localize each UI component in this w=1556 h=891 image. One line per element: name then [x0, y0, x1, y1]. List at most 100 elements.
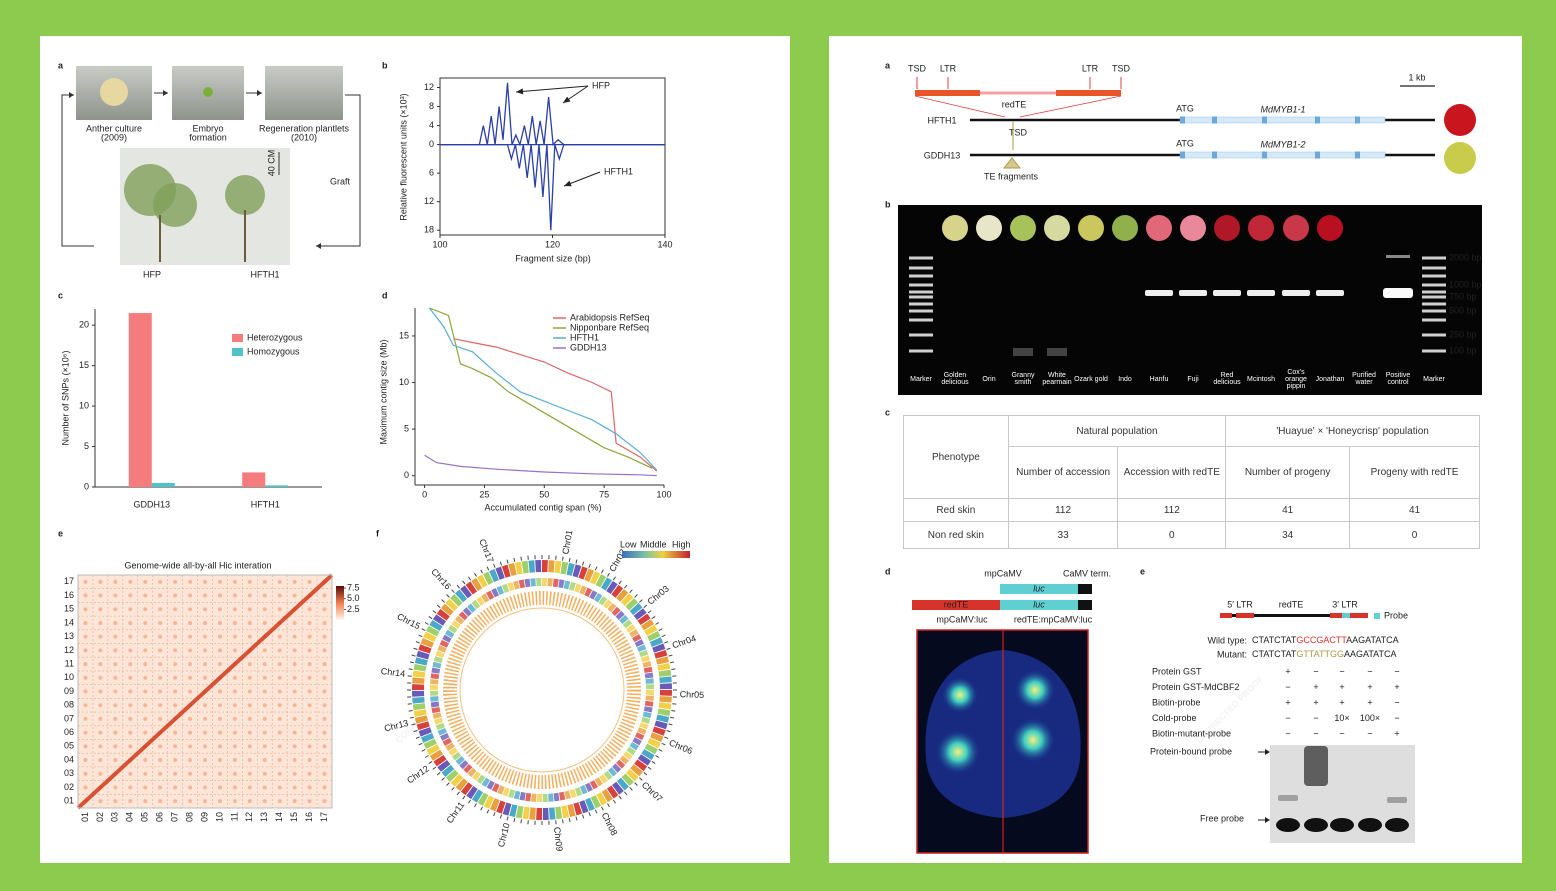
ring-segment [589, 590, 598, 600]
ring-segment [626, 746, 636, 756]
heatmap-spot [98, 607, 103, 612]
heatmap-spot [83, 758, 88, 763]
ring-segment [466, 785, 478, 800]
x-axis-label: Accumulated contig span (%) [484, 502, 601, 512]
lane-mark: − [1313, 666, 1318, 676]
ring-segment [639, 649, 649, 658]
ring-segment [459, 760, 469, 770]
heatmap-spot [158, 593, 163, 598]
ladder-band [1422, 290, 1446, 294]
heatmap-spot [262, 593, 267, 598]
sequence-part: AAGATATCA [1344, 649, 1397, 659]
ring-segment [579, 585, 587, 595]
graft-label: Graft [330, 176, 351, 186]
heatmap-spot [143, 579, 148, 584]
lane-mark: − [1367, 728, 1372, 738]
y-tick-label: 4 [429, 120, 434, 130]
heatmap-spot [232, 689, 237, 694]
ring-segment [650, 732, 664, 743]
heatmap-spot [292, 634, 297, 639]
ring-segment [522, 806, 530, 820]
ring-segment [458, 611, 468, 621]
panel-letter: f [376, 528, 380, 538]
band [1213, 290, 1241, 296]
heatmap-spot [247, 607, 252, 612]
outer-tick [520, 819, 523, 824]
ring-segment [643, 706, 653, 713]
ring-segment [430, 701, 440, 708]
outer-tick [451, 589, 455, 593]
ladder-band [1422, 266, 1446, 270]
heatmap-spot [203, 730, 207, 735]
ring-segment [460, 782, 473, 796]
apple [942, 215, 968, 241]
heatmap-spot [113, 607, 118, 612]
scale-label: 40 CM [266, 150, 276, 177]
heatmap-spot [203, 703, 207, 708]
x-tick-label: 50 [539, 489, 549, 499]
heatmap-spot [188, 648, 193, 653]
band [1383, 288, 1413, 298]
heatmap-spot [322, 758, 327, 763]
ring-segment [564, 790, 571, 800]
ring-segment [654, 649, 668, 659]
ltr-box [1056, 90, 1121, 96]
signal-spot [936, 730, 980, 774]
ring-segment [476, 574, 488, 588]
bar [265, 485, 289, 487]
outer-tick [474, 803, 477, 808]
outer-tick [588, 812, 591, 817]
heatmap-spot [292, 662, 297, 667]
ring-segment [649, 637, 664, 647]
x-tick-label: 12 [244, 812, 254, 822]
heatmap-spot [143, 771, 148, 776]
plant-label: HFTH1 [251, 269, 280, 279]
heatmap-spot [113, 785, 118, 790]
ring-segment [489, 568, 499, 583]
sequence: CTATCTATGCCGACTTAAGATATCA [1252, 635, 1399, 645]
heatmap-spot [277, 758, 282, 763]
outer-tick [629, 787, 633, 791]
heatmap-spot [83, 771, 88, 776]
heatmap-spot [247, 593, 252, 598]
ring-segment [642, 661, 652, 668]
step-caption: (2010) [291, 132, 317, 142]
insert-line [914, 95, 1006, 118]
heatmap-spot [322, 744, 327, 749]
ring-segment [623, 751, 633, 760]
heatmap-spot [322, 771, 327, 776]
heatmap-spot [98, 703, 103, 708]
outer-tick [624, 791, 628, 796]
outer-tick [588, 563, 591, 568]
outer-tick [647, 766, 652, 770]
outer-tick [561, 819, 564, 824]
y-tick-label: 5 [404, 423, 409, 433]
heatmap-spot [217, 689, 222, 694]
heatmap-spot [277, 730, 282, 735]
heatmap-spot [113, 703, 118, 708]
heatmap-spot [277, 771, 282, 776]
allele-label: HFTH1 [928, 115, 957, 125]
lane-mark: − [1285, 713, 1290, 723]
heatmap-spot [128, 634, 133, 639]
arrow-head [1265, 817, 1270, 823]
ring-segment [625, 768, 639, 782]
ring-segment [637, 644, 647, 653]
ring-segment [448, 624, 458, 634]
heatmap-spot [113, 689, 118, 694]
heatmap-spot [307, 730, 312, 735]
outer-tick [634, 782, 638, 786]
lane-mark: − [1394, 713, 1399, 723]
primer-band [1013, 348, 1033, 356]
heatmap-spot [232, 785, 237, 790]
outer-tick [575, 559, 578, 564]
heatmap-spot [188, 662, 193, 667]
heatmap-spot [262, 716, 267, 721]
ring-segment [471, 577, 483, 592]
ring-segment [603, 599, 612, 609]
apple [1180, 215, 1206, 241]
construct-name: redTE:mpCaMV:luc [1014, 614, 1093, 624]
y-axis-label: Number of SNPs (×10⁶) [60, 351, 70, 446]
ring-segment [483, 795, 495, 809]
band [1247, 290, 1275, 296]
